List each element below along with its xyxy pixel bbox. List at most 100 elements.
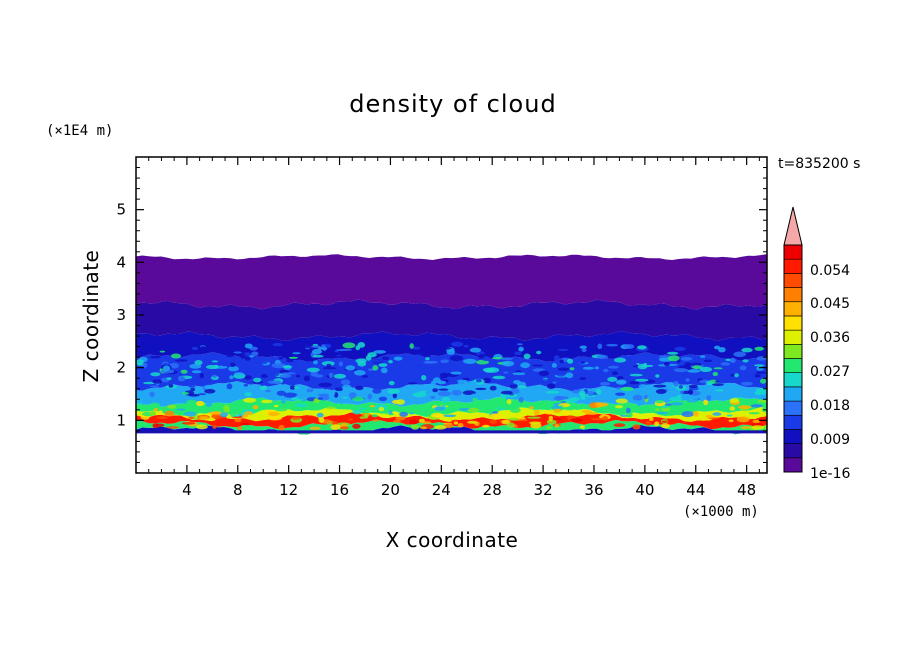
colorbar-swatch: [783, 344, 803, 359]
density-speckle: [412, 392, 427, 398]
density-speckle: [204, 389, 216, 394]
density-speckle: [226, 362, 231, 368]
density-layer: [136, 397, 767, 417]
density-speckle: [470, 344, 478, 349]
density-speckle: [626, 390, 638, 394]
density-speckle: [538, 370, 549, 377]
density-speckle: [345, 365, 356, 371]
density-speckle: [463, 345, 469, 348]
density-speckle: [559, 380, 566, 385]
density-speckle: [355, 358, 367, 364]
density-speckle: [198, 416, 209, 420]
density-speckle: [478, 353, 485, 359]
density-speckle: [623, 344, 635, 349]
colorbar-swatch: [783, 301, 803, 317]
density-speckle: [268, 411, 280, 417]
density-speckle: [472, 397, 479, 402]
density-speckle: [318, 382, 333, 388]
colorbar-label: 0.027: [810, 364, 850, 380]
density-speckle: [556, 396, 569, 400]
density-speckle: [340, 379, 351, 386]
density-speckle: [736, 416, 750, 423]
density-speckle: [188, 393, 200, 397]
y-tick-label: 4: [116, 253, 126, 271]
density-speckle: [443, 414, 457, 418]
density-speckle: [571, 359, 586, 365]
density-speckle: [421, 421, 432, 424]
density-speckle: [279, 374, 292, 378]
density-speckle: [467, 420, 478, 424]
density-speckle: [655, 374, 660, 378]
density-speckle: [661, 420, 668, 423]
density-speckle: [372, 365, 379, 371]
density-speckle: [309, 426, 321, 430]
density-speckle: [467, 407, 480, 413]
density-speckle: [608, 396, 617, 402]
density-speckle: [191, 346, 199, 350]
density-speckle: [438, 388, 449, 391]
colorbar-label: 0.045: [810, 296, 850, 312]
density-speckle: [373, 350, 387, 354]
x-tick-label: 28: [483, 481, 502, 499]
density-speckle: [434, 425, 447, 430]
density-speckle: [475, 387, 487, 391]
density-speckle: [326, 363, 332, 368]
density-speckle: [599, 382, 611, 386]
density-speckle: [409, 412, 414, 415]
density-speckle: [143, 381, 156, 385]
colorbar-swatch: [783, 372, 803, 388]
density-speckle: [342, 396, 348, 399]
density-speckle: [489, 385, 497, 391]
density-speckle: [342, 384, 352, 390]
density-speckle: [381, 367, 388, 374]
density-speckle: [196, 400, 205, 407]
density-speckle: [308, 416, 318, 422]
density-speckle: [168, 384, 174, 388]
density-speckle: [520, 362, 530, 369]
density-speckle: [754, 346, 764, 351]
density-speckle: [715, 389, 724, 392]
density-speckle: [136, 400, 148, 404]
density-speckle: [584, 412, 599, 415]
density-speckle: [451, 389, 462, 396]
density-speckle: [611, 371, 619, 376]
density-speckle: [244, 356, 251, 361]
density-speckle: [705, 414, 713, 419]
density-speckle: [194, 360, 203, 366]
density-speckle: [244, 392, 252, 397]
density-speckle: [523, 353, 531, 360]
density-speckle: [221, 345, 234, 348]
density-speckle: [483, 377, 492, 384]
density-speckle: [414, 342, 426, 348]
density-speckle: [196, 424, 208, 430]
density-speckle: [569, 367, 575, 371]
colorbar-swatch: [783, 244, 803, 260]
density-speckle: [556, 372, 566, 377]
density-speckle: [419, 390, 427, 393]
density-speckle: [334, 387, 343, 392]
density-speckle: [567, 358, 574, 364]
x-axis: 4 8 12 16 20 24 28 32 36 40 44 48: [148, 157, 760, 499]
density-speckle: [715, 386, 723, 390]
density-speckle: [303, 375, 310, 382]
density-speckle: [486, 367, 500, 373]
density-speckle: [637, 363, 648, 370]
density-speckle: [748, 412, 760, 415]
density-speckle: [617, 376, 624, 381]
density-speckle: [638, 384, 648, 389]
density-speckle: [208, 411, 222, 415]
density-speckle: [632, 394, 643, 401]
density-speckle: [352, 347, 357, 353]
density-speckle: [552, 381, 557, 384]
density-speckle: [660, 423, 671, 429]
density-speckle: [212, 374, 217, 378]
density-speckle: [306, 388, 314, 393]
density-speckle: [645, 421, 651, 426]
density-speckle: [254, 360, 268, 365]
density-speckle: [339, 426, 349, 430]
density-speckle: [244, 375, 252, 380]
density-speckle: [240, 353, 246, 359]
density-speckle: [317, 397, 324, 400]
density-speckle: [354, 370, 366, 376]
density-speckle: [295, 374, 301, 378]
